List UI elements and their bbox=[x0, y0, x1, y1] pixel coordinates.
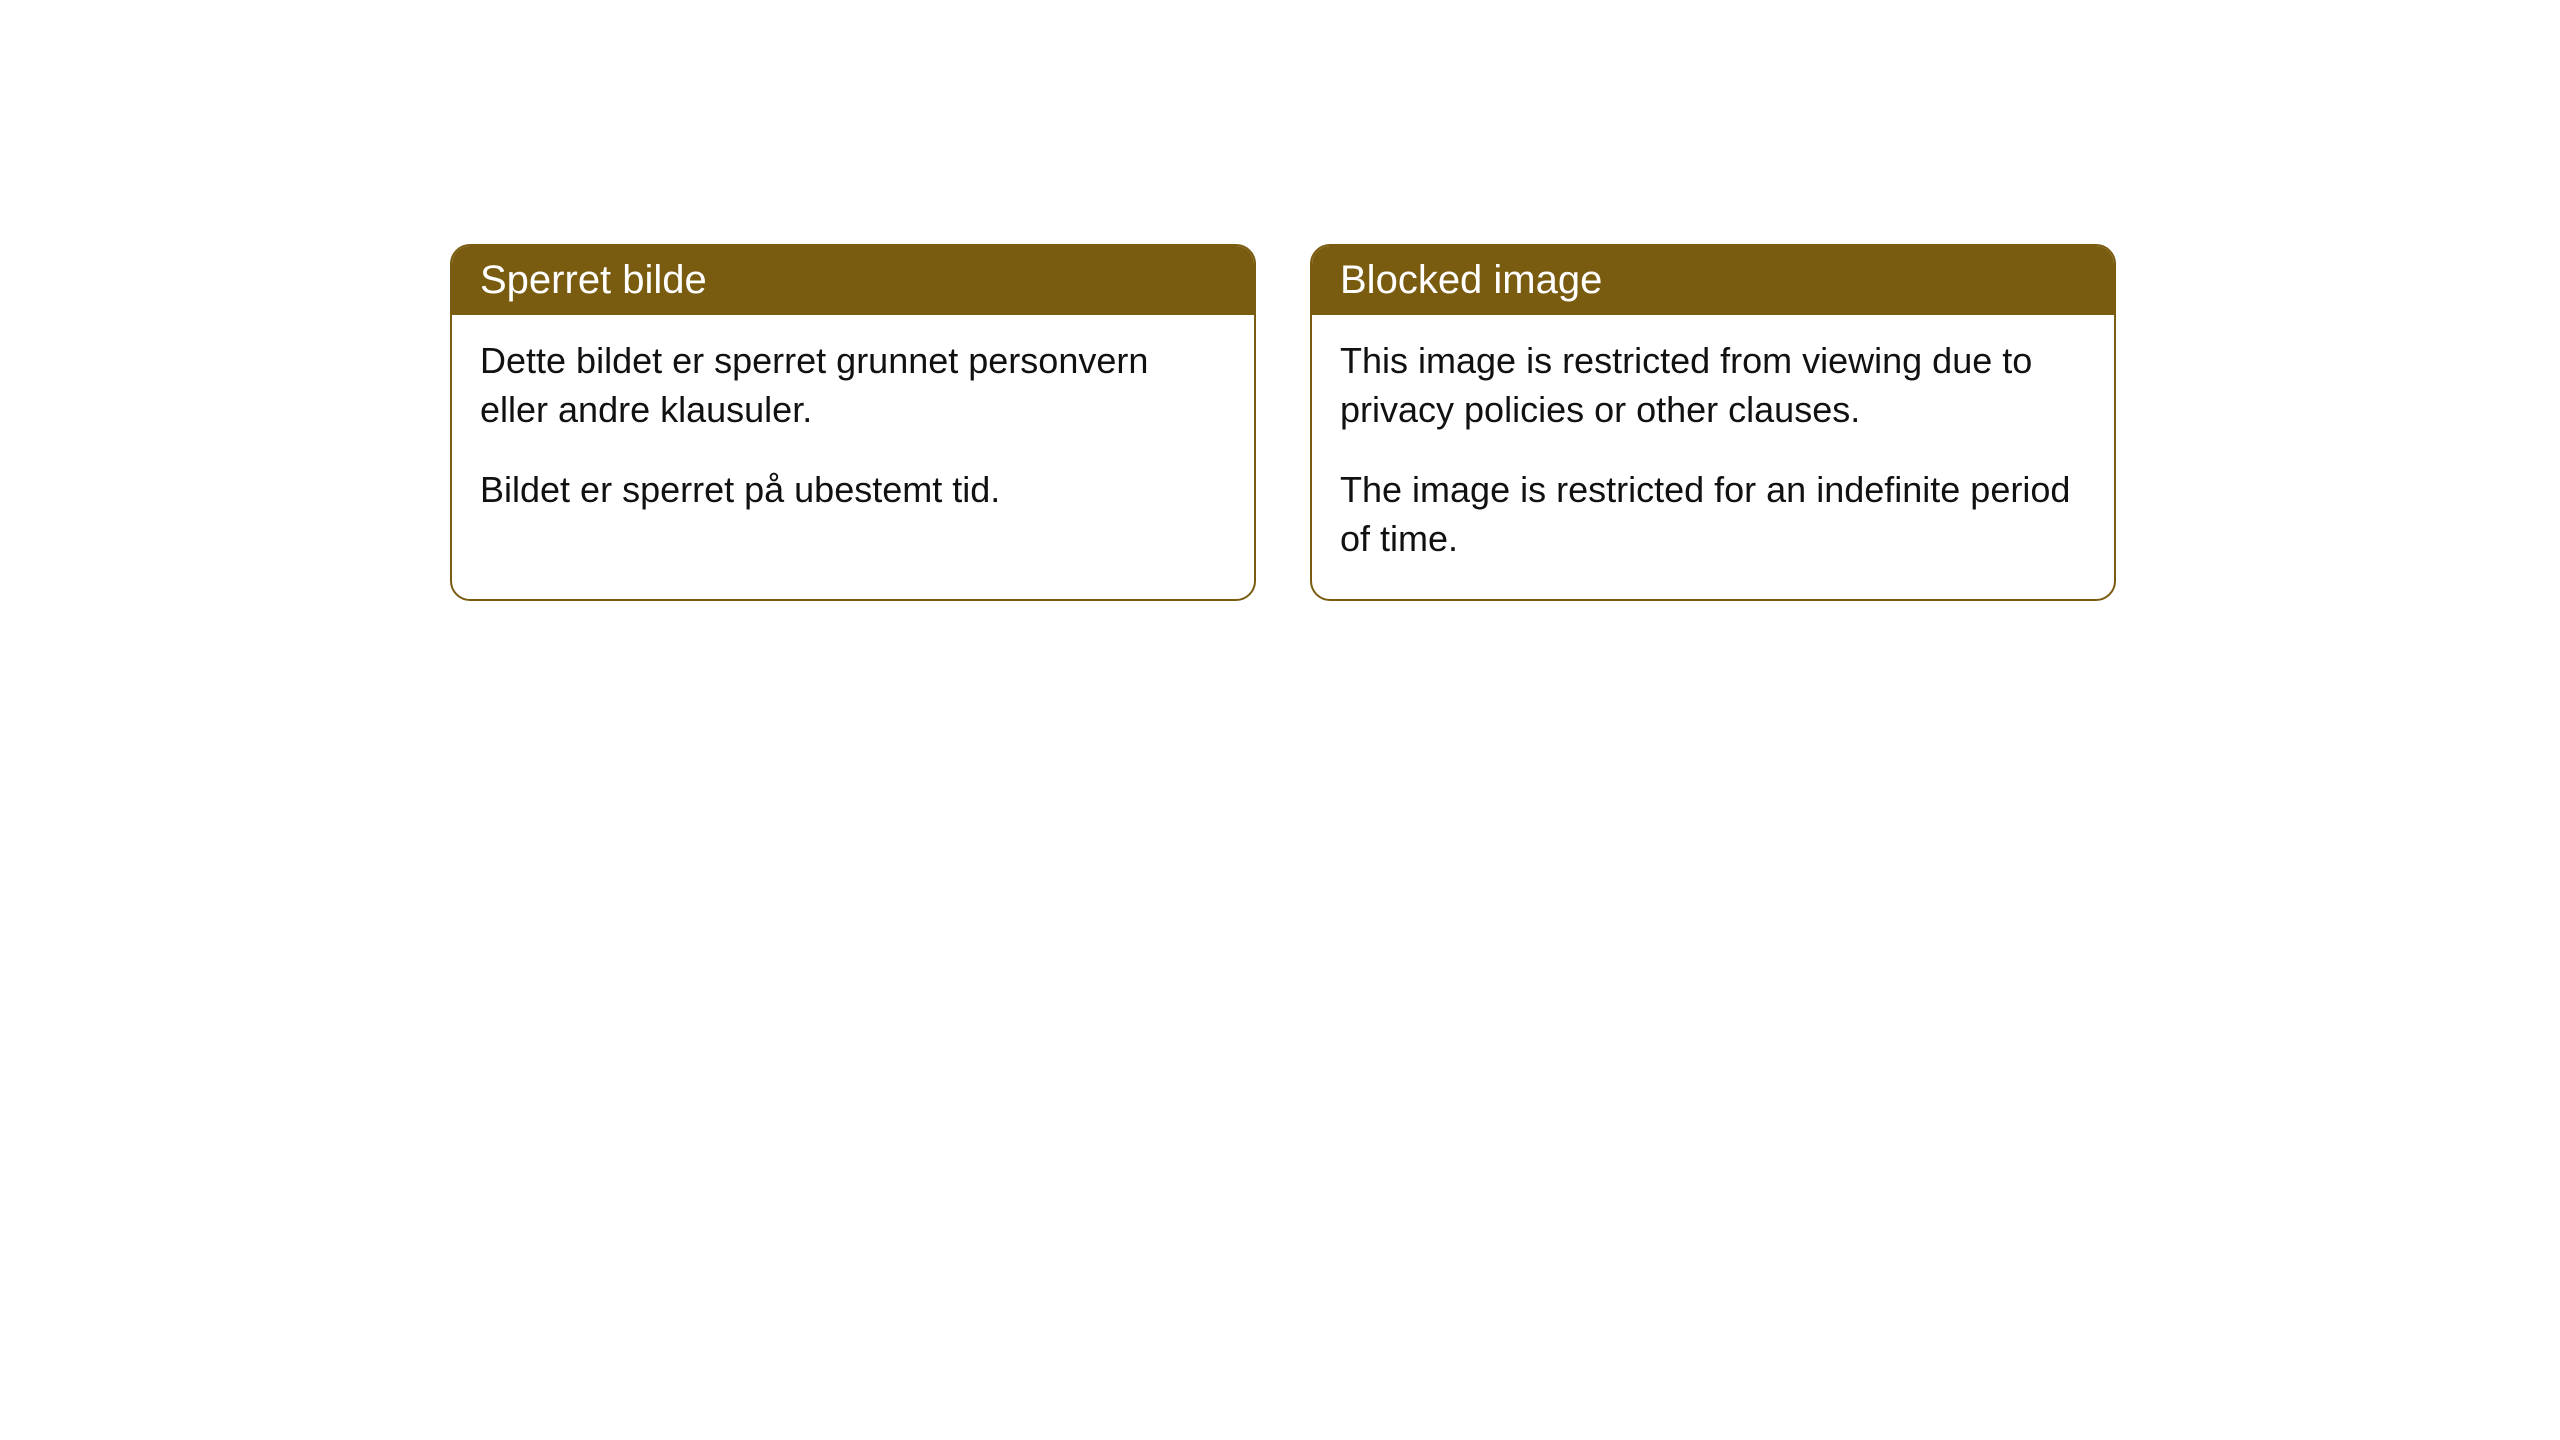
notice-text-line2: Bildet er sperret på ubestemt tid. bbox=[480, 466, 1226, 515]
card-header-english: Blocked image bbox=[1312, 246, 2114, 315]
blocked-image-card-english: Blocked image This image is restricted f… bbox=[1310, 244, 2116, 601]
card-body-english: This image is restricted from viewing du… bbox=[1312, 315, 2114, 599]
card-title: Blocked image bbox=[1340, 258, 1602, 302]
notice-text-line1: Dette bildet er sperret grunnet personve… bbox=[480, 337, 1226, 434]
card-header-norwegian: Sperret bilde bbox=[452, 246, 1254, 315]
notice-text-line2: The image is restricted for an indefinit… bbox=[1340, 466, 2086, 563]
notice-cards-container: Sperret bilde Dette bildet er sperret gr… bbox=[0, 0, 2560, 601]
blocked-image-card-norwegian: Sperret bilde Dette bildet er sperret gr… bbox=[450, 244, 1256, 601]
card-title: Sperret bilde bbox=[480, 258, 707, 302]
notice-text-line1: This image is restricted from viewing du… bbox=[1340, 337, 2086, 434]
card-body-norwegian: Dette bildet er sperret grunnet personve… bbox=[452, 315, 1254, 551]
